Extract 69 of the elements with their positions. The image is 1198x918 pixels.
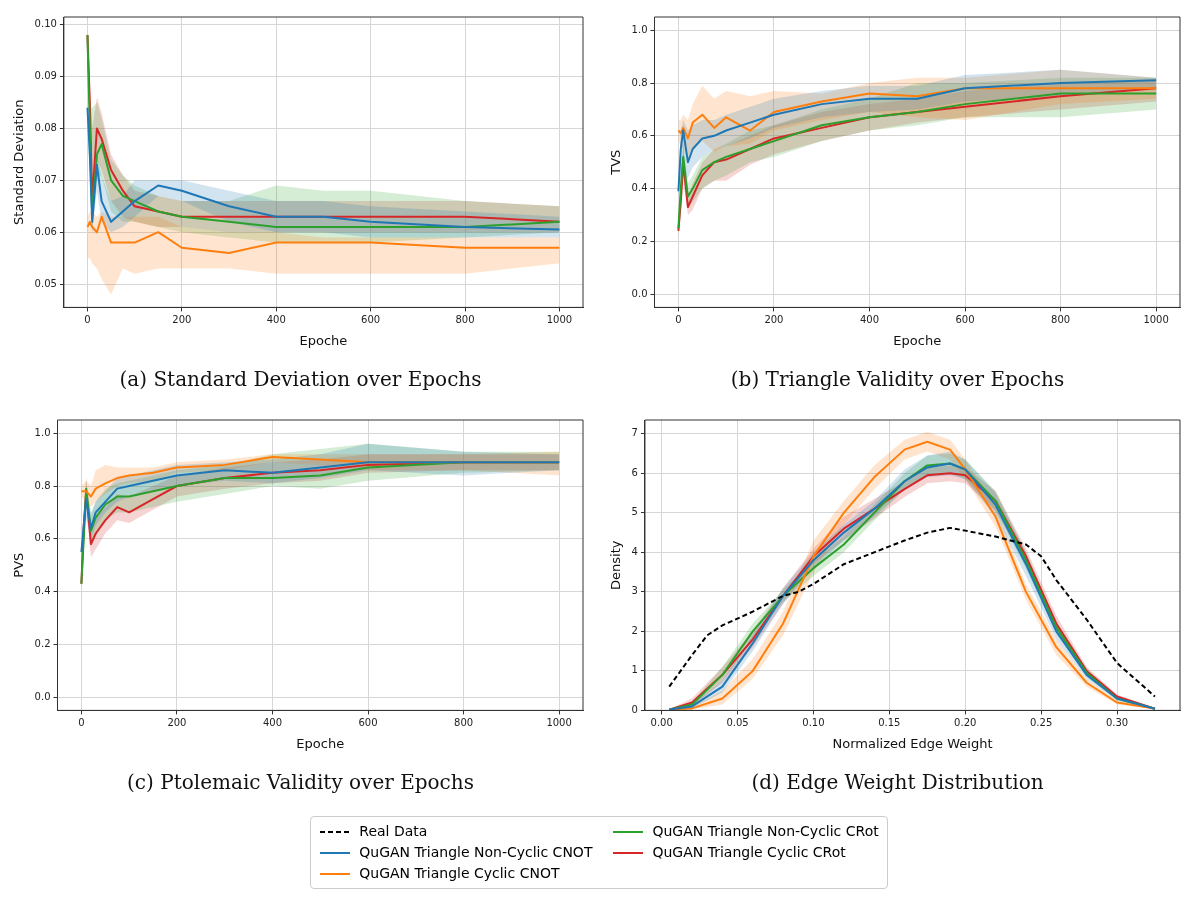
y-tick-label: 0.6: [34, 532, 51, 544]
x-tick-label: 600: [955, 313, 975, 325]
y-tick-label: 1.0: [34, 426, 51, 438]
y-tick-label: 0.0: [34, 690, 51, 702]
y-tick-label: 1.0: [631, 23, 648, 35]
text: (d) Edge Weight Distribution: [751, 770, 1044, 794]
legend-label: QuGAN Triangle Non-Cyclic CRot: [652, 822, 879, 841]
x-axis-title: Epoche: [893, 332, 942, 348]
x-tick-label: 0.15: [878, 716, 901, 728]
text: (b) Triangle Validity over Epochs: [730, 367, 1065, 391]
y-tick-label: 0.0: [631, 287, 648, 299]
x-tick-label: 0.30: [1105, 716, 1129, 728]
x-axis-title: Normalized Edge Weight: [832, 735, 993, 751]
y-tick-label: 0: [631, 703, 638, 715]
y-tick-label: 0.2: [34, 637, 51, 649]
y-tick-label: 0.06: [34, 225, 57, 237]
y-tick-label: 1: [631, 664, 638, 676]
text: (c) Ptolemaic Validity over Epochs: [127, 770, 474, 794]
y-tick-label: 0.8: [34, 479, 51, 491]
y-tick-label: 0.4: [34, 585, 51, 597]
y-axis-title: Standard Deviation: [11, 99, 27, 225]
y-tick-label: 7: [631, 427, 638, 439]
y-tick-label: 0.07: [34, 173, 57, 185]
x-tick-label: 1000: [1143, 313, 1169, 325]
x-tick-label: 0: [78, 716, 85, 728]
line-series: [668, 526, 1156, 698]
x-tick-label: 1000: [546, 313, 573, 325]
y-tick-label: 0.08: [34, 122, 57, 134]
x-axis-title: Epoche: [296, 735, 345, 751]
x-tick-label: 200: [764, 313, 784, 325]
y-axis-title: TVS: [608, 149, 624, 176]
y-tick-label: 0.2: [631, 234, 648, 246]
x-tick-label: 0.00: [650, 716, 673, 728]
legend-label: QuGAN Triangle Non-Cyclic CNOT: [359, 843, 593, 862]
x-tick-label: 0.25: [1029, 716, 1053, 728]
x-tick-label: 800: [455, 313, 475, 325]
y-tick-label: 2: [631, 624, 638, 636]
x-tick-label: 0.10: [802, 716, 825, 728]
x-tick-label: 0.05: [726, 716, 749, 728]
x-tick-label: 800: [1051, 313, 1071, 325]
x-tick-label: 0: [84, 313, 91, 325]
x-tick-label: 200: [172, 313, 192, 325]
y-tick-label: 0.6: [631, 129, 648, 141]
y-tick-label: 3: [631, 585, 638, 597]
y-tick-label: 0.4: [631, 182, 648, 194]
y-tick-label: 4: [631, 545, 638, 557]
x-tick-label: 400: [266, 313, 286, 325]
y-tick-label: 6: [631, 466, 638, 478]
x-tick-label: 600: [358, 716, 378, 728]
x-tick-label: 1000: [546, 716, 572, 728]
x-tick-label: 0.20: [954, 716, 977, 728]
x-tick-label: 800: [454, 716, 474, 728]
y-tick-label: 0.09: [34, 70, 57, 82]
x-tick-label: 600: [361, 313, 381, 325]
text: (a) Standard Deviation over Epochs: [119, 367, 482, 391]
legend-label: Real Data: [359, 822, 428, 841]
y-axis-title: PVS: [11, 552, 27, 578]
x-tick-label: 0: [675, 313, 682, 325]
x-tick-label: 400: [262, 716, 283, 728]
y-tick-label: 0.10: [34, 18, 57, 30]
legend-label: QuGAN Triangle Cyclic CRot: [652, 843, 846, 862]
x-axis-title: Epoche: [299, 332, 348, 348]
x-tick-label: 200: [167, 716, 187, 728]
x-tick-label: 400: [859, 313, 880, 325]
y-tick-label: 0.8: [631, 76, 648, 88]
y-tick-label: 5: [631, 506, 638, 518]
y-axis-title: Density: [608, 540, 624, 590]
legend-label: QuGAN Triangle Cyclic CNOT: [359, 864, 560, 883]
y-tick-label: 0.05: [34, 277, 57, 289]
